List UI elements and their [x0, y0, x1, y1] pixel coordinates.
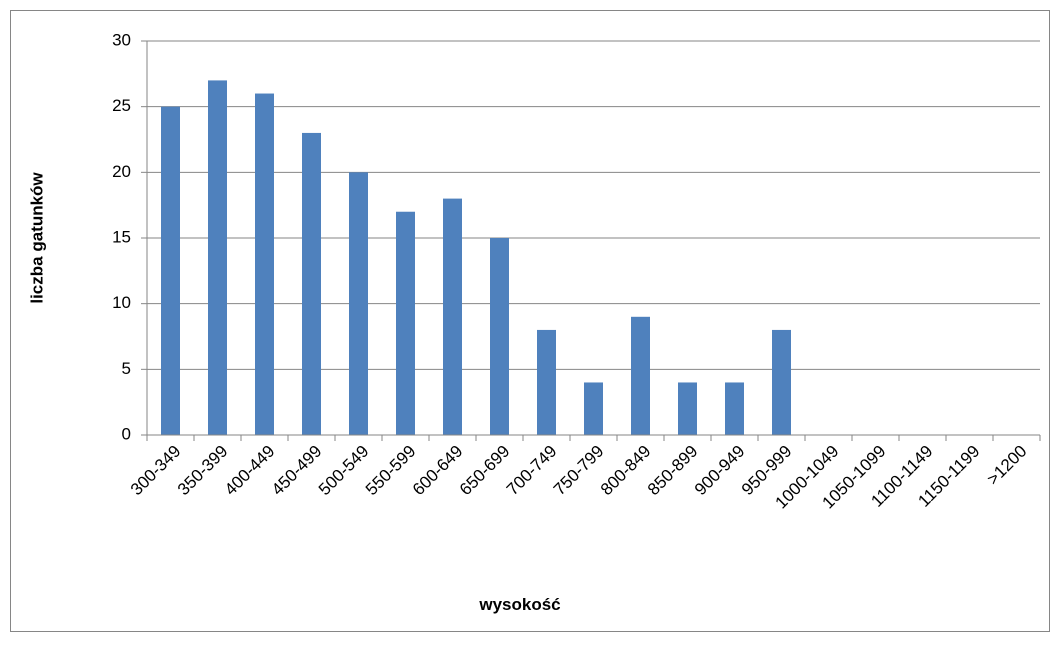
y-tick-label: 20 — [112, 162, 131, 181]
y-tick-label: 10 — [112, 293, 131, 312]
bar — [631, 316, 650, 435]
bar — [490, 238, 509, 435]
bar — [443, 198, 462, 435]
bar — [396, 211, 415, 435]
y-tick-label: 25 — [112, 96, 131, 115]
bar — [725, 382, 744, 435]
bar — [772, 329, 791, 435]
y-tick-label: 15 — [112, 227, 131, 246]
y-tick-label: 30 — [112, 30, 131, 49]
bar — [208, 80, 227, 436]
bar — [302, 132, 321, 435]
bar — [678, 382, 697, 435]
x-axis-label: wysokość — [478, 595, 560, 614]
bar — [349, 172, 368, 436]
y-tick-label: 5 — [122, 359, 131, 378]
bar — [537, 329, 556, 435]
y-axis-label: liczba gatunków — [27, 172, 46, 304]
chart-border — [10, 10, 1050, 632]
bar — [584, 382, 603, 435]
y-tick-label: 0 — [122, 424, 131, 443]
bar — [161, 106, 180, 436]
bar — [255, 93, 274, 436]
